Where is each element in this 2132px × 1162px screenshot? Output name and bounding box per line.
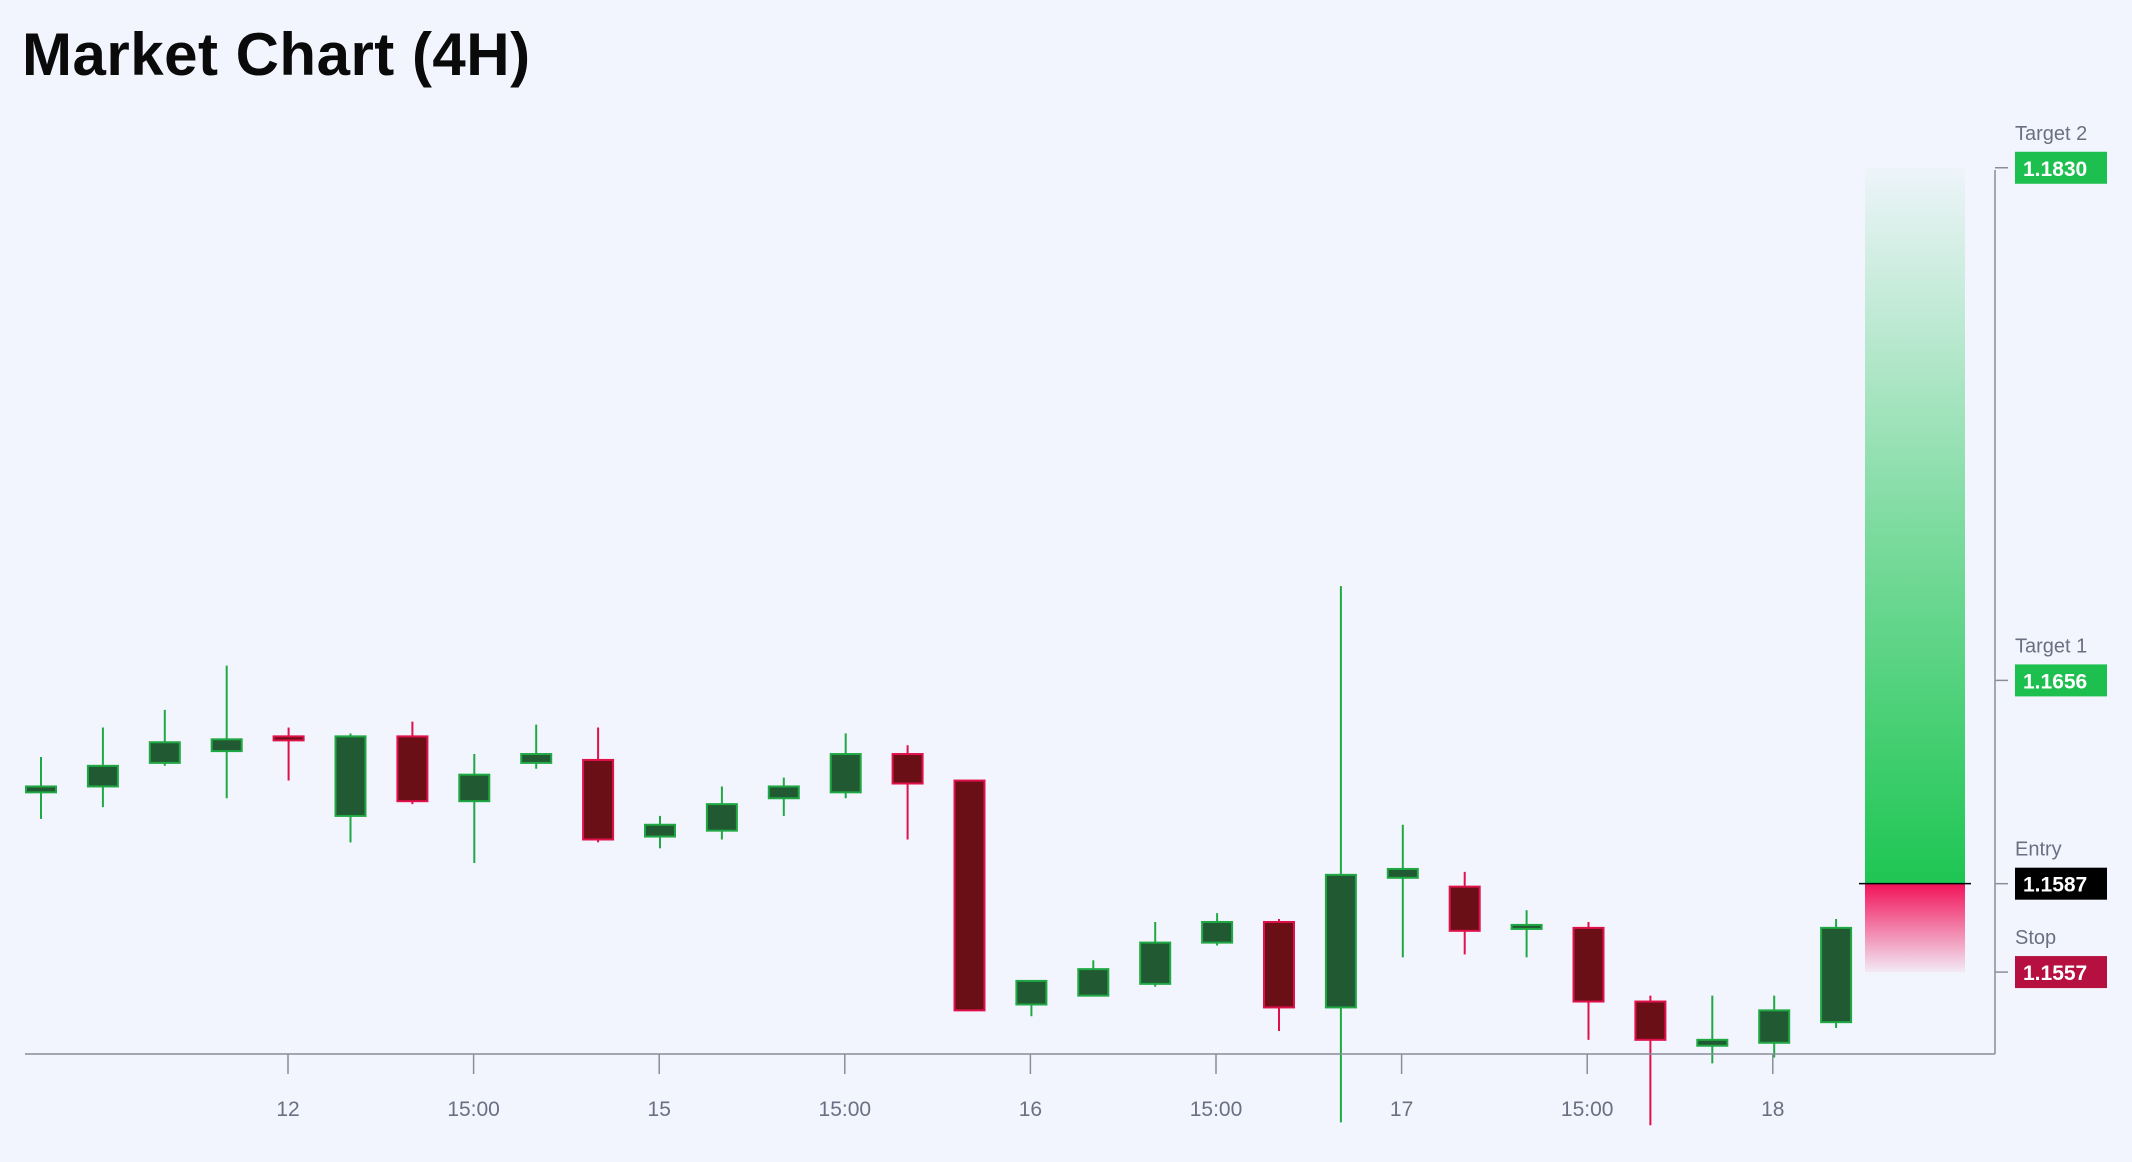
candle-body bbox=[1386, 867, 1419, 879]
candle bbox=[1015, 979, 1048, 1017]
level-badge bbox=[2015, 664, 2107, 697]
candle-body bbox=[1820, 926, 1853, 1024]
candle bbox=[767, 777, 800, 816]
candle-body bbox=[1324, 873, 1357, 1009]
candle bbox=[396, 721, 429, 805]
level-value: 1.1830 bbox=[2023, 158, 2087, 181]
x-tick-label: 15 bbox=[648, 1098, 671, 1121]
level-value: 1.1587 bbox=[2023, 874, 2087, 897]
price-level: Stop 1.1557 bbox=[1995, 927, 2107, 989]
candle-body bbox=[767, 785, 800, 800]
price-level: Target 2 1.1830 bbox=[1995, 123, 2107, 184]
candle-body bbox=[1572, 926, 1605, 1003]
candle-body bbox=[1448, 885, 1481, 932]
candle bbox=[1263, 919, 1295, 1031]
x-tick-label: 15:00 bbox=[819, 1098, 872, 1121]
candle bbox=[272, 727, 305, 781]
candle bbox=[25, 756, 57, 819]
candle-body bbox=[1696, 1038, 1729, 1047]
candle-body bbox=[1201, 920, 1234, 944]
candle-body bbox=[334, 735, 367, 817]
candle bbox=[1510, 910, 1543, 958]
x-tick-label: 15:00 bbox=[1190, 1098, 1243, 1121]
candle-body bbox=[705, 803, 738, 832]
candle-body bbox=[953, 779, 986, 1012]
x-tick-label: 15:00 bbox=[1561, 1098, 1614, 1121]
candle-body bbox=[1758, 1009, 1791, 1044]
candle bbox=[582, 727, 615, 843]
candle bbox=[334, 733, 367, 843]
candle bbox=[86, 727, 119, 808]
level-name: Target 2 bbox=[2015, 123, 2087, 145]
risk-zone bbox=[1865, 883, 1965, 973]
candle bbox=[1448, 871, 1481, 955]
x-tick-label: 12 bbox=[276, 1098, 299, 1121]
level-value: 1.1557 bbox=[2023, 962, 2087, 985]
candles-layer bbox=[25, 586, 1853, 1126]
candle bbox=[1201, 913, 1234, 946]
price-levels: Target 2 1.1830 Target 1 1.1656 Entry 1.1587 S… bbox=[1995, 123, 2107, 989]
candle-body bbox=[148, 741, 181, 764]
candle-body bbox=[86, 764, 119, 788]
candle bbox=[148, 709, 181, 766]
page-title: Market Chart (4H) bbox=[22, 21, 531, 88]
candle bbox=[1139, 921, 1172, 987]
candle-body bbox=[891, 753, 924, 785]
candle bbox=[1324, 586, 1357, 1123]
candle-body bbox=[644, 823, 676, 838]
level-name: Stop bbox=[2015, 927, 2056, 949]
candle-body bbox=[210, 738, 243, 753]
position-box bbox=[1859, 167, 1971, 973]
candle-body bbox=[1263, 920, 1295, 1009]
x-tick-label: 15:00 bbox=[447, 1098, 500, 1121]
level-badge bbox=[2015, 956, 2107, 989]
candle bbox=[705, 786, 738, 840]
level-name: Entry bbox=[2015, 839, 2062, 861]
candle-body bbox=[272, 735, 305, 742]
candle bbox=[458, 754, 491, 864]
candle-body bbox=[582, 758, 615, 841]
candle-body bbox=[1139, 941, 1172, 985]
candle-body bbox=[520, 753, 553, 764]
candle bbox=[210, 665, 243, 799]
candle bbox=[1386, 824, 1419, 958]
candle-body bbox=[396, 735, 429, 803]
candle bbox=[644, 815, 676, 849]
level-badge bbox=[2015, 151, 2107, 184]
x-tick-label: 18 bbox=[1761, 1098, 1784, 1121]
candle-body bbox=[829, 753, 862, 794]
candle-body bbox=[1077, 968, 1110, 997]
candle bbox=[1696, 995, 1729, 1064]
candle-body bbox=[1634, 1000, 1667, 1041]
candle bbox=[1634, 995, 1667, 1126]
price-level: Target 1 1.1656 bbox=[1995, 635, 2107, 697]
candle-body bbox=[1510, 923, 1543, 930]
x-tick-label: 17 bbox=[1390, 1098, 1413, 1121]
reward-zone bbox=[1865, 167, 1965, 884]
level-value: 1.1656 bbox=[2023, 670, 2087, 693]
candle bbox=[1820, 919, 1853, 1029]
candle bbox=[1572, 921, 1605, 1040]
candle-body bbox=[1015, 979, 1048, 1006]
x-axis-ticks: 12 15:00 15 15:00 16 15:00 17 15:00 18 bbox=[276, 1054, 1784, 1121]
level-badge bbox=[2015, 867, 2107, 900]
candle bbox=[1758, 995, 1791, 1058]
candle bbox=[891, 745, 924, 840]
candle bbox=[1077, 960, 1110, 997]
price-level: Entry 1.1587 bbox=[1995, 839, 2107, 900]
candle bbox=[829, 733, 862, 799]
candle bbox=[520, 724, 553, 769]
level-name: Target 1 bbox=[2015, 635, 2087, 657]
candle bbox=[953, 779, 986, 1012]
x-tick-label: 16 bbox=[1019, 1098, 1042, 1121]
candle-body bbox=[25, 785, 57, 794]
candle-body bbox=[458, 773, 491, 803]
